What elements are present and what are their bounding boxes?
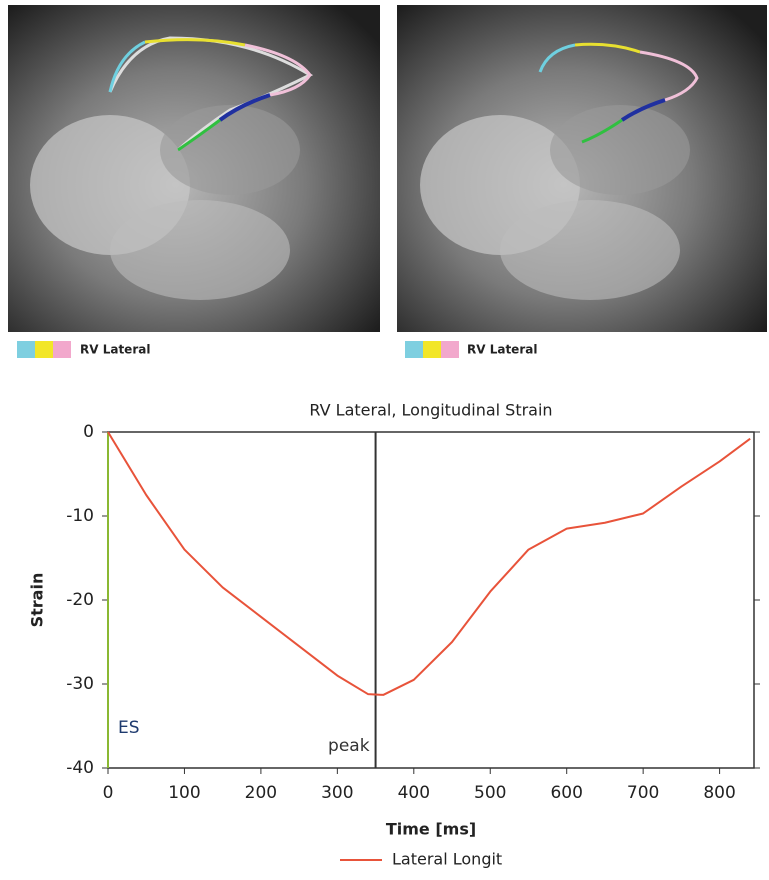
x-tick-label: 0 [103,783,114,803]
x-tick-label: 200 [245,783,277,803]
chart-title: RV Lateral, Longitudinal Strain [309,401,552,420]
mri-image-left [8,5,380,332]
y-tick-label: -40 [66,758,94,778]
plot-frame [107,431,755,769]
x-tick-label: 100 [168,783,200,803]
y-tick-label: -10 [66,506,94,526]
x-tick-label: 300 [321,783,353,803]
y-tick-label: 0 [83,422,94,442]
x-axis-label: Time [ms] [386,820,476,839]
image-legend-right: RV Lateral [405,341,537,358]
y-axis-label: Strain [28,573,47,628]
y-tick-label: -30 [66,674,94,694]
x-tick-label: 500 [474,783,506,803]
x-tick-label: 800 [703,783,735,803]
x-tick-label: 700 [627,783,659,803]
marker-label: ES [118,718,140,738]
series-line [107,431,751,696]
image-legend-left: RV Lateral [17,341,150,358]
y-tick-label: -20 [66,590,94,610]
legend-label: Lateral Longit [392,850,502,869]
x-tick-label: 600 [550,783,582,803]
mri-image-right [397,5,767,332]
x-tick-label: 400 [398,783,430,803]
legend-label: RV Lateral [467,343,537,357]
legend-label: RV Lateral [80,343,150,357]
marker-label: peak [328,736,370,756]
